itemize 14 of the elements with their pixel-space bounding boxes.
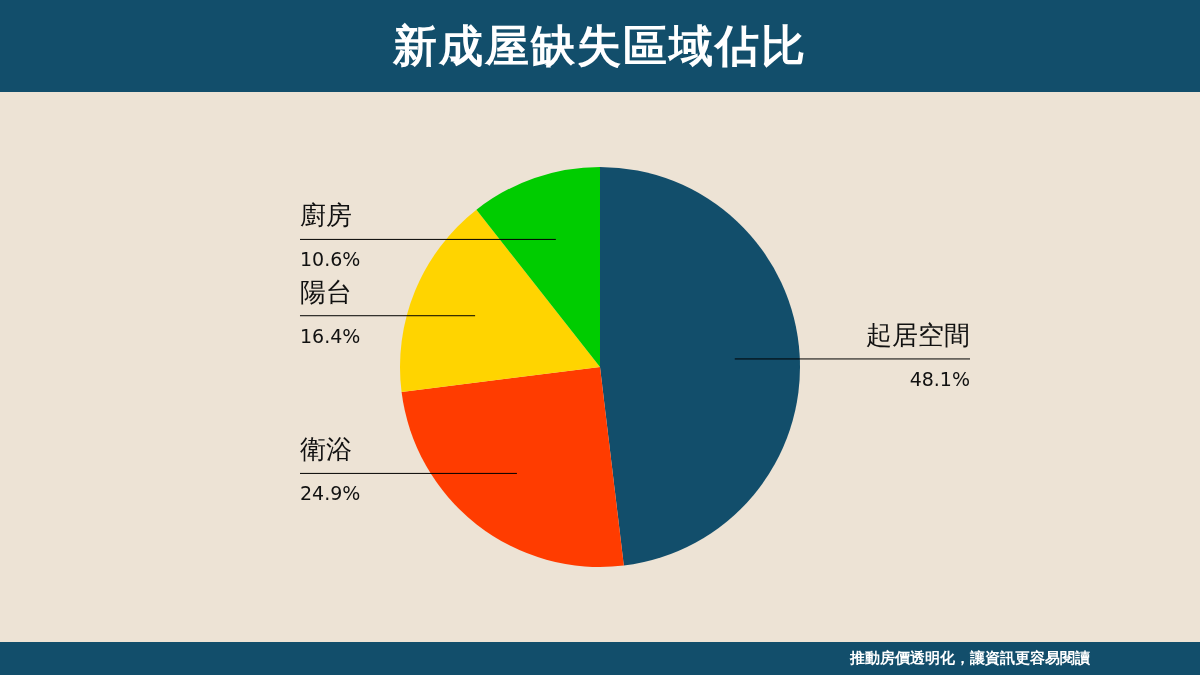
slice-label: 廚房 — [300, 200, 352, 231]
pie-slice — [600, 167, 800, 566]
pie-slice — [401, 367, 624, 567]
pie-slice — [400, 209, 600, 393]
pie-slice — [476, 167, 600, 367]
chart-title: 新成屋缺失區域佔比 — [0, 0, 1200, 92]
data-label: 16.4% — [300, 324, 361, 347]
slice-label: 陽台 — [300, 276, 352, 307]
slice-label: 衛浴 — [300, 434, 352, 465]
slice-label: 起居空間 — [866, 319, 970, 350]
data-label: 48.1% — [909, 367, 970, 390]
data-label: 24.9% — [300, 482, 361, 505]
text: 推動房價透明化，讓資訊更容易閱讀 — [0, 642, 1200, 675]
data-label: 10.6% — [300, 248, 361, 271]
